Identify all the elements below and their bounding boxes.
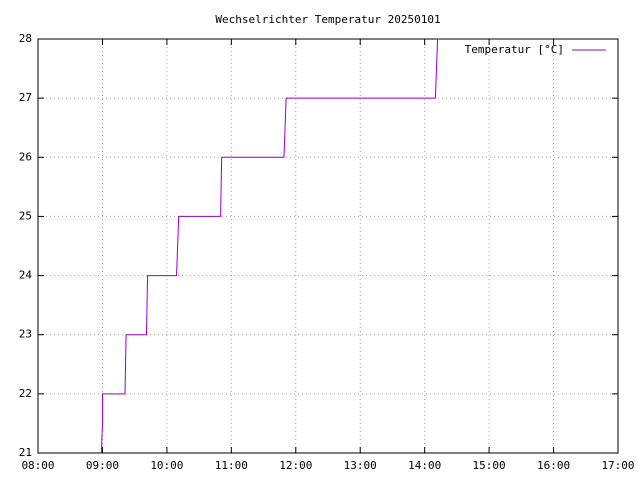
x-tick-label: 10:00 [150,459,183,472]
y-tick-label: 26 [19,150,32,163]
y-tick-label: 27 [19,91,32,104]
y-tick-label: 22 [19,387,32,400]
x-tick-label: 14:00 [408,459,441,472]
x-tick-label: 16:00 [537,459,570,472]
x-tick-label: 08:00 [21,459,54,472]
y-tick-label: 25 [19,209,32,222]
x-tick-label: 15:00 [473,459,506,472]
x-tick-label: 11:00 [215,459,248,472]
x-tick-label: 13:00 [344,459,377,472]
data-line [100,38,439,454]
x-tick-label: 12:00 [279,459,312,472]
y-tick-label: 23 [19,328,32,341]
y-tick-label: 24 [19,269,33,282]
chart-title: Wechselrichter Temperatur 20250101 [215,13,440,26]
x-tick-label: 09:00 [86,459,119,472]
plot-border [37,38,619,454]
legend-label: Temperatur [°C] [465,43,564,56]
y-tick-label: 28 [19,32,32,45]
y-tick-label: 21 [19,446,32,459]
x-tick-label: 17:00 [601,459,634,472]
